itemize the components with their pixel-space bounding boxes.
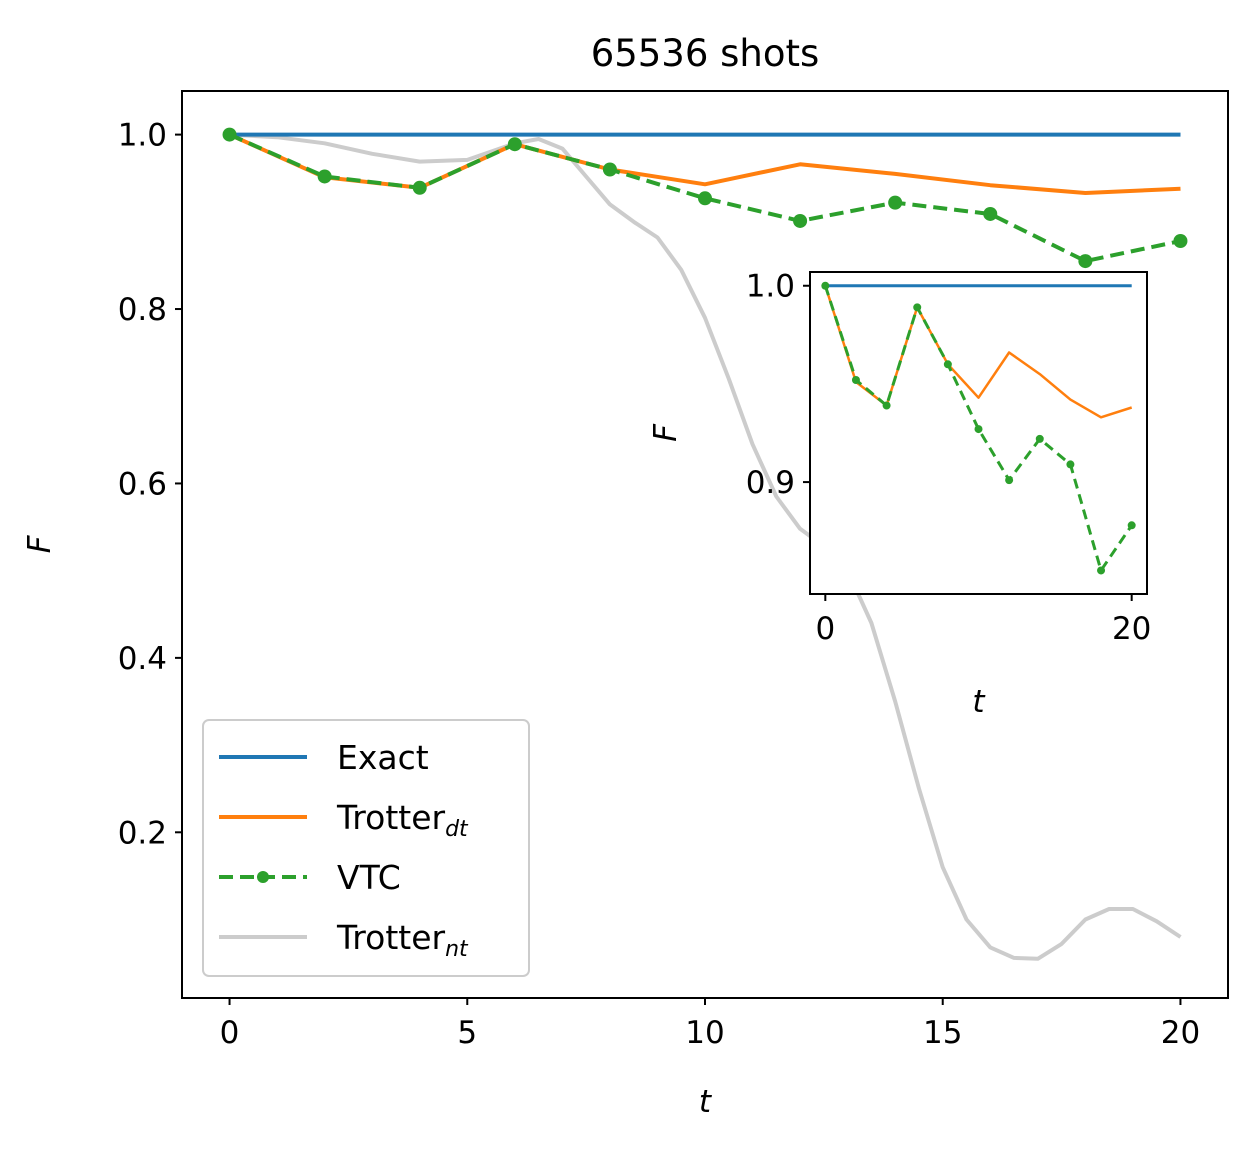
main-x-tick-label: 15: [923, 1015, 962, 1051]
main-x-axis-label: t: [699, 1084, 713, 1120]
main-series-vtc-line: [228, 132, 1181, 264]
inset-series-vtc-point: [943, 360, 952, 369]
inset-x-tick-label: 20: [1112, 611, 1151, 647]
main-series-trotter-nt-line: [229, 132, 1182, 961]
main-series-trotter-dt-line: [228, 132, 1181, 195]
inset-series-vtc-point: [913, 303, 922, 312]
legend-label-exact: Exact: [337, 738, 429, 777]
main-series-vtc-point: [222, 127, 237, 142]
main-y-tick-label: 0.2: [118, 815, 167, 851]
main-series-vtc-point: [1078, 254, 1093, 269]
main-series-group: [222, 127, 1188, 961]
main-series-vtc-point: [888, 195, 903, 210]
main-y-tick-label: 0.4: [118, 641, 167, 677]
inset-series-vtc-point: [851, 375, 860, 384]
inset-series-vtc-point: [974, 425, 983, 434]
main-y-tick-label: 1.0: [118, 118, 167, 154]
inset-series-vtc-line: [823, 285, 1133, 572]
inset-series-vtc-point: [1066, 460, 1075, 469]
main-series-vtc-point: [698, 191, 712, 206]
legend-marker-vtc: [257, 871, 269, 883]
main-x-tick-label: 20: [1161, 1015, 1200, 1051]
main-series-vtc-point: [412, 180, 427, 195]
main-x-tick-label: 0: [220, 1015, 240, 1051]
legend-frame: [202, 719, 530, 977]
inset-series-vtc-point: [882, 401, 891, 410]
main-y-tick-label: 0.6: [118, 466, 167, 502]
main-x-tick-label: 5: [457, 1015, 477, 1051]
inset-plot: 0 20 0.9 1.0 t F: [648, 269, 1151, 720]
inset-series-vtc-point: [1035, 434, 1044, 443]
main-series-vtc-point: [317, 169, 332, 184]
main-chart-title: 65536 shots: [591, 32, 820, 75]
inset-series-vtc-point: [1097, 566, 1106, 575]
main-y-tick-label: 0.8: [118, 292, 167, 328]
inset-series-vtc-point: [1127, 521, 1136, 530]
main-x-tick-label: 10: [685, 1015, 724, 1051]
legend-label-subscript: nt: [445, 937, 469, 962]
inset-series-vtc-point: [1005, 476, 1014, 485]
main-series-vtc-point: [602, 162, 617, 177]
main-series-vtc-point: [793, 213, 808, 228]
main-series-vtc-point: [983, 206, 998, 221]
inset-series-vtc-point: [821, 281, 830, 290]
main-y-axis-label: F: [22, 534, 58, 553]
inset-x-tick-label: 0: [815, 611, 835, 647]
main-series-vtc-point: [507, 137, 522, 152]
inset-series-group: [821, 281, 1136, 575]
legend-label-subscript: dt: [445, 817, 469, 842]
inset-y-tick-label: 1.0: [746, 269, 795, 305]
legend-label-vtc: VTC: [337, 858, 401, 897]
inset-axes-frame: [809, 271, 1148, 595]
main-series-vtc-point: [1173, 234, 1188, 249]
inset-series-trotter-line: [824, 285, 1133, 419]
inset-x-axis-label: t: [972, 684, 986, 720]
inset-y-axis-label: F: [648, 423, 684, 442]
inset-y-tick-label: 0.9: [746, 465, 795, 501]
